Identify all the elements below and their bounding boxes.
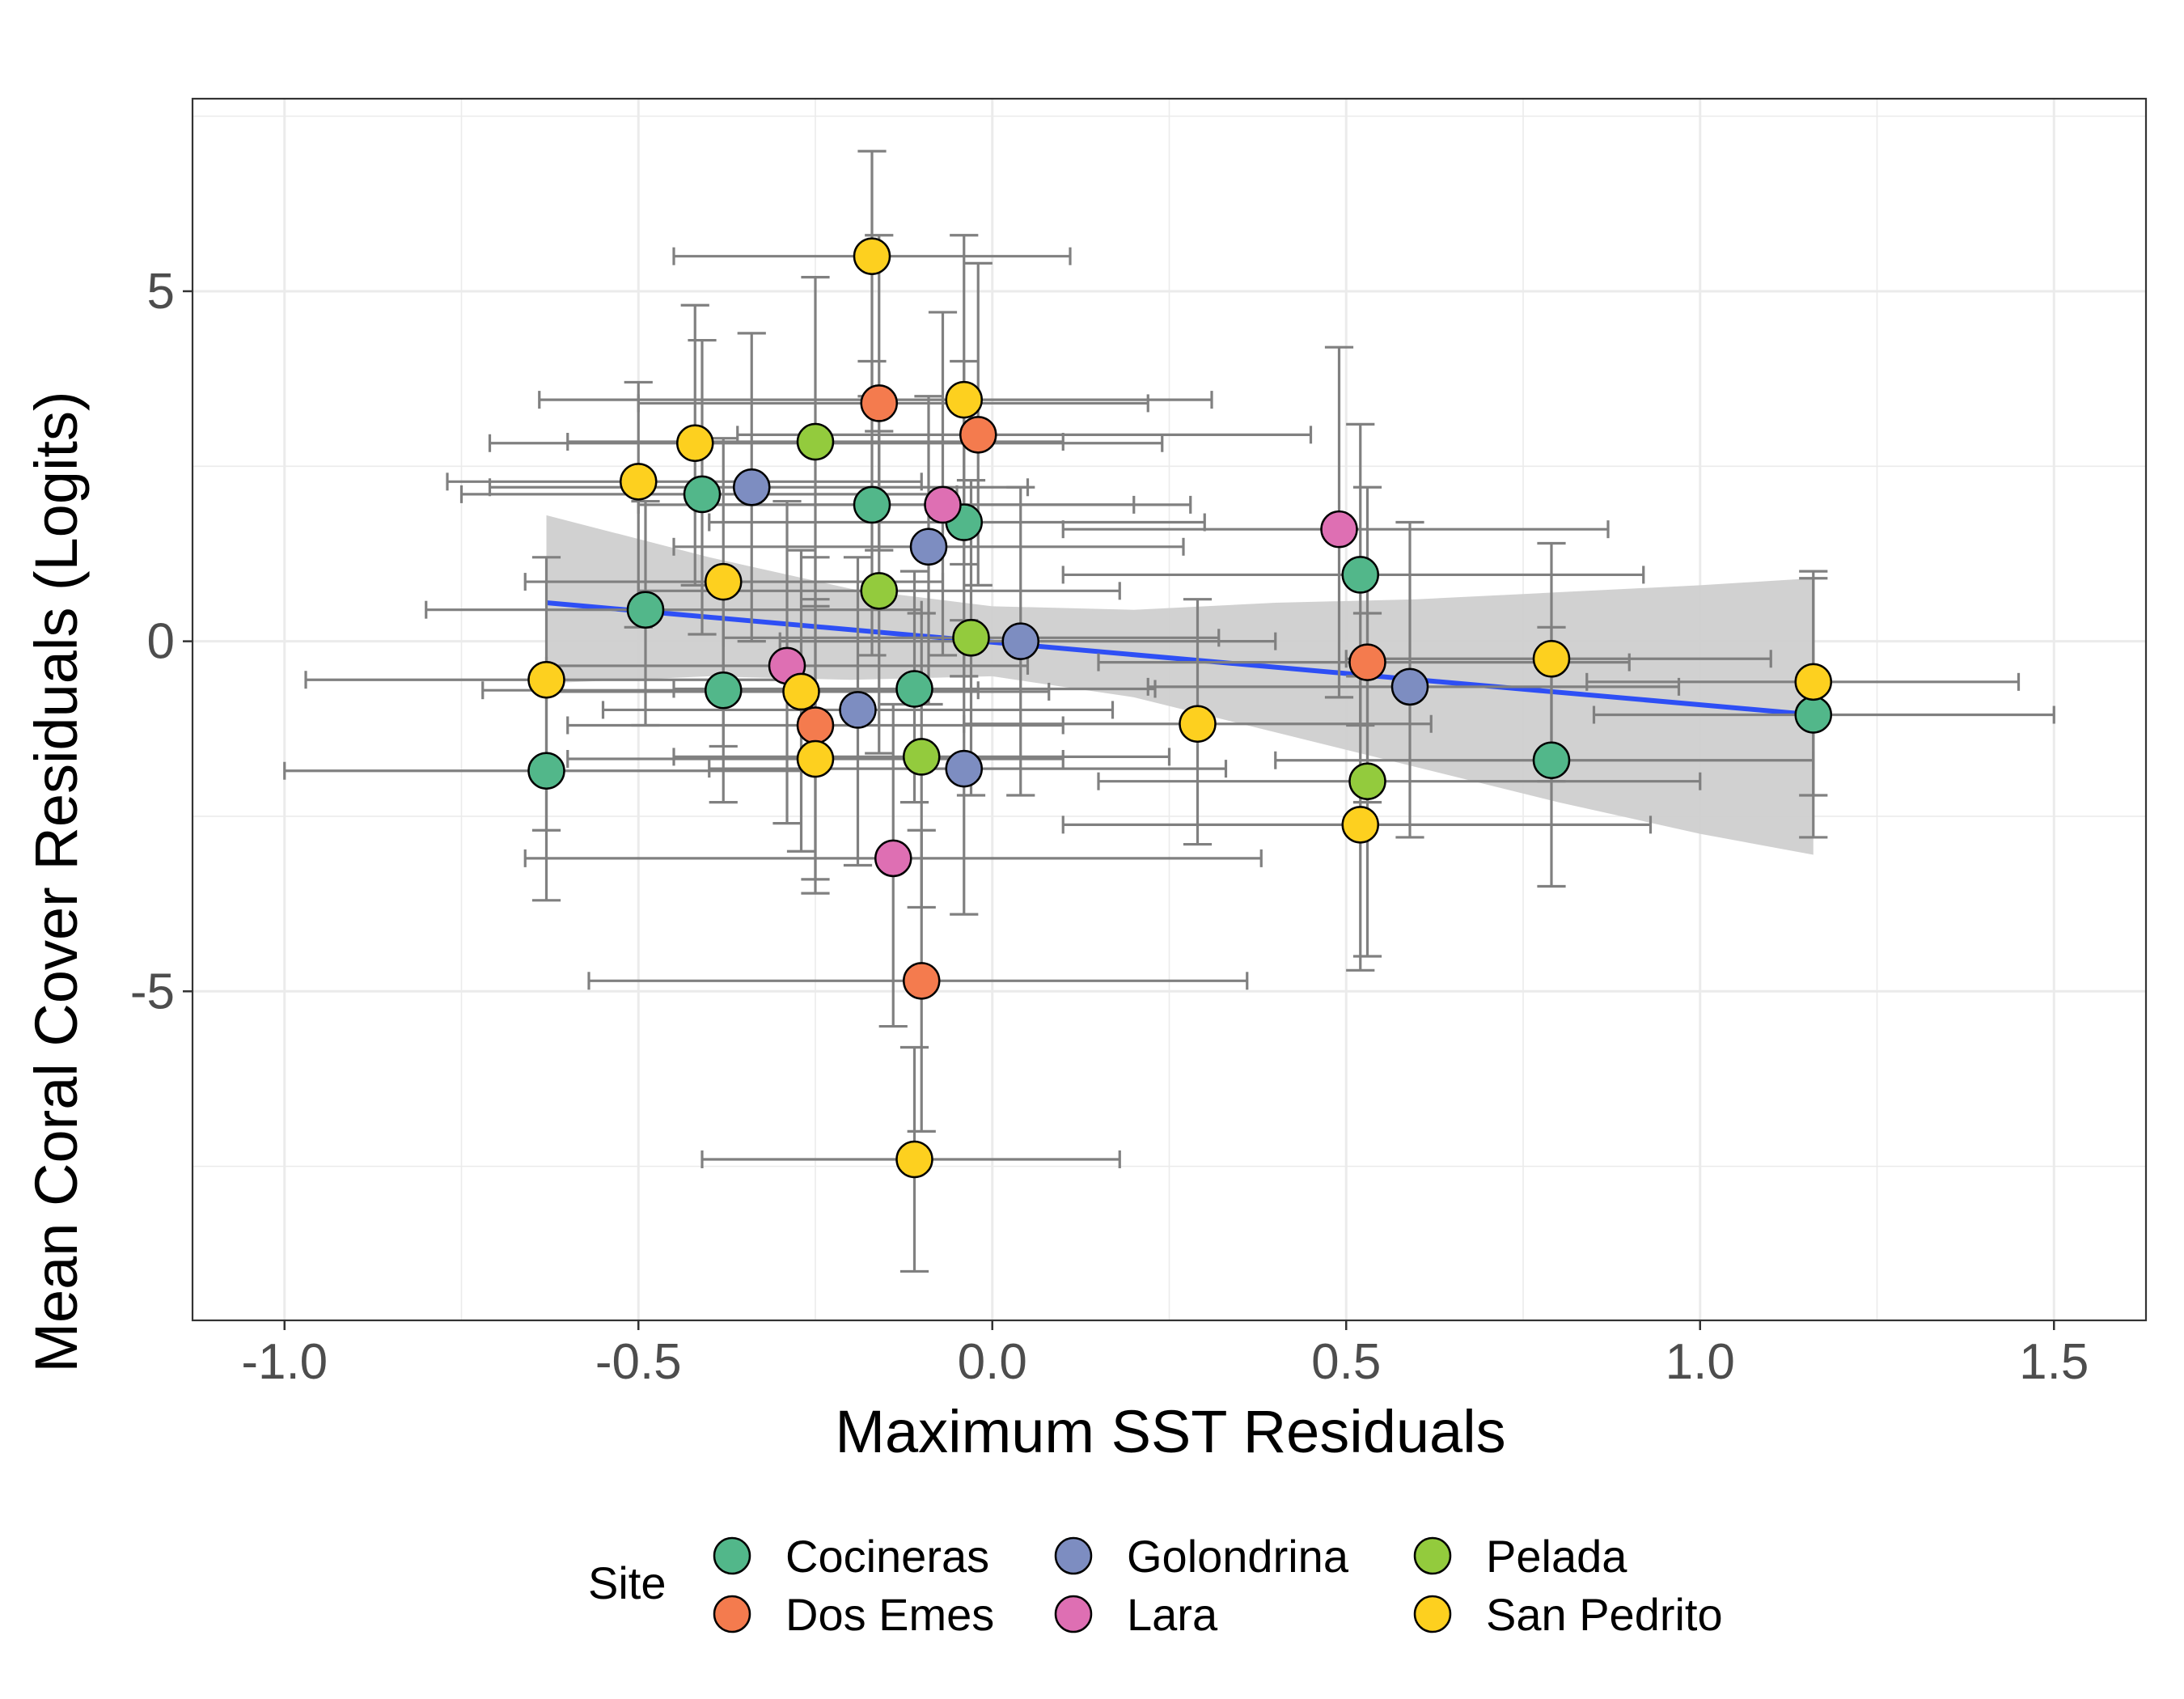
data-point-san-pedrito xyxy=(895,1140,933,1179)
legend-item: Pelada xyxy=(1413,1531,1627,1582)
legend-key xyxy=(1054,1536,1093,1575)
x-tick-label: -1.0 xyxy=(241,1334,328,1390)
data-point-lara xyxy=(924,485,962,524)
legend-label: San Pedrito xyxy=(1486,1589,1723,1640)
data-point-san-pedrito xyxy=(1341,806,1379,844)
x-tick-label: 1.5 xyxy=(2019,1334,2089,1390)
data-point-san-pedrito xyxy=(527,660,565,699)
data-point-pelada xyxy=(796,422,835,461)
legend: Site Cocineras Dos Emes Golondrina Lara Pela… xyxy=(588,1531,1723,1640)
legend-label: Cocineras xyxy=(785,1531,989,1582)
plot-border xyxy=(191,97,2148,1322)
data-point-cocineras xyxy=(626,591,665,629)
data-point-cocineras xyxy=(683,475,722,514)
legend-label: Lara xyxy=(1127,1589,1218,1640)
x-tick-label: 0.0 xyxy=(958,1334,1027,1390)
legend-label: Pelada xyxy=(1486,1531,1627,1582)
data-point-dos-emes xyxy=(903,962,941,1000)
data-point-san-pedrito xyxy=(853,237,891,275)
data-point-dos-emes xyxy=(959,416,997,454)
y-tick-label: 5 xyxy=(147,264,175,320)
data-point-cocineras xyxy=(895,670,933,708)
legend-item: San Pedrito xyxy=(1413,1589,1723,1640)
legend-label: Dos Emes xyxy=(785,1589,994,1640)
legend-label: Golondrina xyxy=(1127,1531,1349,1582)
legend-key xyxy=(713,1595,751,1633)
data-point-pelada xyxy=(1348,762,1386,800)
x-tick-label: 1.0 xyxy=(1666,1334,1735,1390)
legend-item: Golondrina xyxy=(1054,1531,1349,1582)
data-point-san-pedrito xyxy=(1532,640,1571,678)
data-point-san-pedrito xyxy=(1179,705,1217,743)
data-point-golondrina xyxy=(1001,622,1039,660)
data-point-san-pedrito xyxy=(620,463,658,501)
legend-title: Site xyxy=(588,1557,667,1608)
data-point-golondrina xyxy=(733,468,771,506)
y-axis-label: Mean Coral Cover Residuals (Logits) xyxy=(23,391,90,1372)
data-point-san-pedrito xyxy=(676,424,714,462)
data-point-golondrina xyxy=(839,691,877,729)
x-tick-label: -0.5 xyxy=(595,1334,682,1390)
data-point-san-pedrito xyxy=(1794,663,1832,701)
axis-ticks: -1.0 -0.5 0.0 0.5 1.0 1.5 -5 0 5 xyxy=(130,264,2089,1390)
data-point-cocineras xyxy=(705,671,743,710)
trend-line xyxy=(546,600,1814,718)
data-points xyxy=(527,237,1832,1179)
data-point-lara xyxy=(874,839,912,878)
data-point-san-pedrito xyxy=(796,739,835,778)
x-axis-label: Maximum SST Residuals xyxy=(835,1398,1505,1465)
x-tick-label: 0.5 xyxy=(1311,1334,1381,1390)
data-point-dos-emes xyxy=(796,706,835,744)
data-point-san-pedrito xyxy=(705,562,743,601)
data-point-cocineras xyxy=(1794,696,1832,734)
data-point-lara xyxy=(1320,510,1358,549)
data-point-pelada xyxy=(952,619,990,657)
data-point-cocineras xyxy=(1341,556,1379,594)
data-point-cocineras xyxy=(1532,741,1571,779)
data-point-dos-emes xyxy=(1348,643,1386,681)
legend-item: Dos Emes xyxy=(713,1589,994,1640)
legend-key xyxy=(713,1536,751,1575)
legend-key xyxy=(1413,1595,1452,1633)
legend-key xyxy=(1054,1595,1093,1633)
legend-item: Cocineras xyxy=(713,1531,989,1582)
data-point-golondrina xyxy=(909,527,948,566)
data-point-san-pedrito xyxy=(945,380,983,419)
data-point-dos-emes xyxy=(860,384,898,422)
data-point-cocineras xyxy=(527,752,565,790)
data-point-golondrina xyxy=(945,749,983,788)
legend-item: Lara xyxy=(1054,1589,1218,1640)
trend-line-layer xyxy=(546,600,1814,718)
data-point-golondrina xyxy=(1390,667,1429,706)
y-tick-label: -5 xyxy=(130,964,175,1019)
error-bar xyxy=(446,380,923,629)
data-point-san-pedrito xyxy=(782,672,820,711)
y-tick-label: 0 xyxy=(147,614,175,670)
data-point-pelada xyxy=(903,738,941,776)
legend-key xyxy=(1413,1536,1452,1575)
panel-border xyxy=(191,97,2148,1322)
data-point-pelada xyxy=(860,572,898,610)
data-point-cocineras xyxy=(853,485,891,524)
